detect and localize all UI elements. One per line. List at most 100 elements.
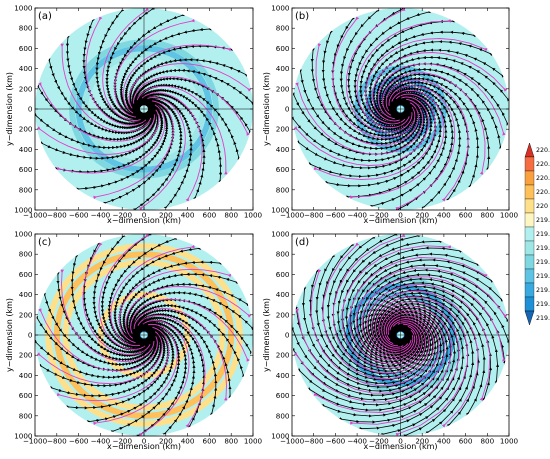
trajectory [361,276,506,362]
x-tick-label: −400 [91,437,111,446]
trajectory [119,268,232,344]
x-axis-label: x−dimension (km) [363,442,437,451]
colorbar-label: 219.6 [536,259,550,266]
x-tick-label: −1000 [280,437,305,446]
colorbar: 220.4 220.3 220.2 220.1 220 219.9 219.8 219.7 21… [524,142,550,326]
trajectory [38,308,158,372]
trajectory [293,309,446,403]
colorbar-label: 219.5 [536,273,550,280]
trajectory [136,85,228,175]
trajectory [93,100,174,200]
colorbar-swatch [524,240,535,256]
colorbar-label: 219.8 [536,231,550,238]
colorbar-swatch [524,156,535,172]
y-tick-label: 400 [276,64,290,73]
x-tick-label: 400 [437,211,451,220]
colorbar-cap-bottom [524,310,535,326]
x-tick-label: −600 [326,437,346,446]
x-tick-label: 1000 [500,211,519,220]
y-tick-label: 200 [19,125,33,134]
colorbar-label: 220.4 [536,147,550,154]
y-tick-label: 1000 [14,230,33,239]
y-tick-label: 0 [285,105,290,114]
y-tick-label: 400 [276,371,290,380]
trajectory [122,44,232,114]
trajectory [295,82,424,155]
panel-1: −1000 −800 −600 −400 −200 0 200 400 600 800 1000 10… [5,4,263,226]
y-tick-label: 0 [28,105,33,114]
y-tick-label: 400 [19,371,33,380]
x-tick-label: 200 [159,437,173,446]
y-tick-label: 0 [28,331,33,340]
x-tick-label: 1000 [244,437,263,446]
x-tick-label: 600 [459,211,473,220]
x-tick-label: 600 [203,211,217,220]
y-axis-label: y−dimension (km) [262,298,271,372]
x-tick-label: 400 [181,211,195,220]
trajectory [36,109,160,155]
trajectories [293,234,508,436]
x-tick-label: 600 [203,437,217,446]
trajectory [374,296,469,436]
trajectory [36,331,163,384]
x-tick-label: 800 [480,437,494,446]
streamline [378,62,509,135]
colorbar-label: 220.2 [536,175,550,182]
panel-label: (c) [38,237,51,248]
trajectory [110,244,195,347]
y-tick-label: 400 [276,145,290,154]
colorbar-label: 219.7 [536,245,550,252]
y-tick-label: 800 [276,250,290,259]
y-tick-label: 600 [19,270,33,279]
y-tick-label: 800 [276,185,290,194]
colorbar-swatch [524,226,535,242]
y-tick-label: 800 [276,411,290,420]
x-tick-label: −800 [304,211,324,220]
x-tick-label: 800 [224,437,238,446]
colorbar-swatch [524,296,535,312]
trajectory [355,267,508,361]
y-tick-label: 400 [19,64,33,73]
y-axis-label: y−dimension (km) [262,72,271,146]
x-tick-label: 400 [437,437,451,446]
trajectory [56,326,169,402]
trajectory [93,323,178,426]
trajectory [56,104,166,174]
trajectory [371,290,479,428]
x-axis-label: x−dimension (km) [107,216,181,225]
panel-2: −1000 −800 −600 −400 −200 0 200 400 600 800 1000 10… [262,4,519,226]
x-tick-label: 0 [398,437,403,446]
trajectory [382,72,486,175]
trajectory [60,43,152,133]
trajectory [350,301,460,425]
trajectory [350,89,445,199]
colorbar-swatch [524,184,535,200]
y-tick-label: 1000 [271,230,290,239]
x-tick-label: −200 [369,437,389,446]
y-tick-label: 200 [19,351,33,360]
trajectory [60,269,155,362]
colorbar-swatch [524,198,535,214]
x-tick-label: 600 [459,437,473,446]
x-tick-label: −800 [304,437,324,446]
x-tick-label: −600 [326,211,346,220]
y-tick-label: 400 [19,290,33,299]
y-tick-label: 400 [276,290,290,299]
colorbar-label: 219.4 [536,287,550,294]
y-tick-label: 1000 [14,4,33,13]
x-tick-label: 0 [142,437,147,446]
y-tick-label: 200 [19,84,33,93]
trajectory [141,92,203,202]
colorbar-swatch [524,170,535,186]
trajectory [138,320,190,436]
y-axis-label: y−dimension (km) [5,298,14,372]
colorbar-swatch [524,254,535,270]
trajectory [366,283,491,401]
x-tick-label: 1000 [500,437,519,446]
x-tick-label: −400 [347,211,367,220]
trajectory [332,234,427,374]
trajectory [310,269,435,387]
trajectory [332,16,416,139]
y-tick-label: 1000 [271,4,290,13]
